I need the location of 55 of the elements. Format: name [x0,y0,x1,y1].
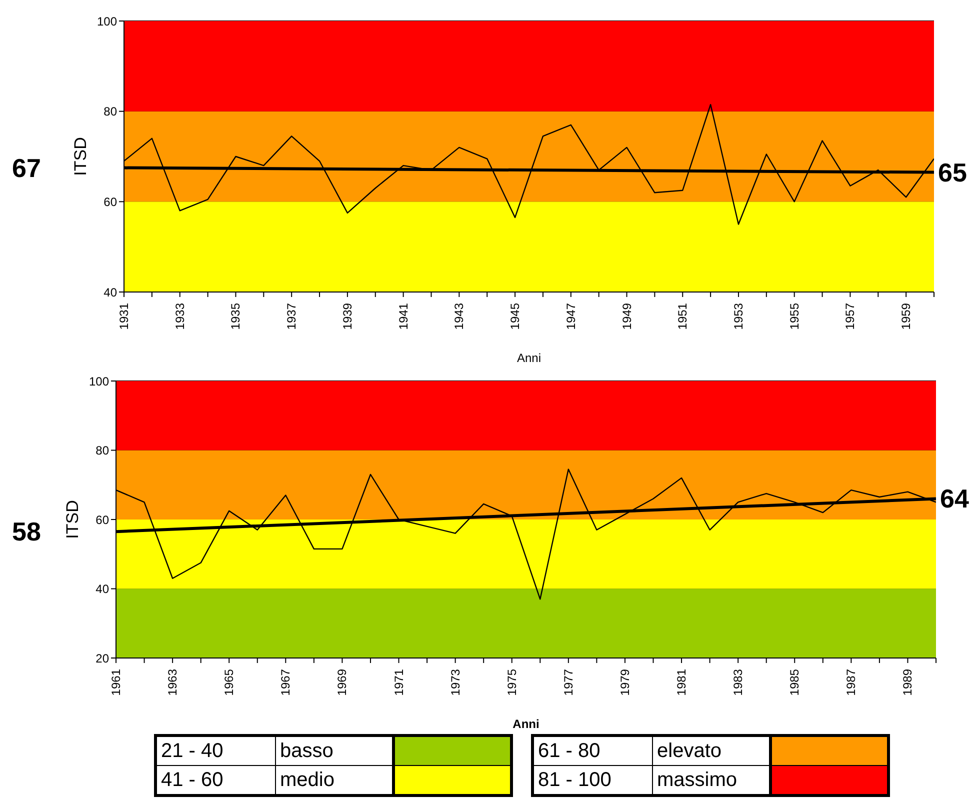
text: 21 - 40 [156,736,276,766]
text: massimo [652,766,770,796]
y-tick-label: 100 [88,374,110,388]
text: 41 - 60 [156,766,276,796]
x-tick-label: 1981 [674,668,689,696]
text: medio [276,766,394,796]
x-tick-label: 1933 [172,302,187,330]
x-tick-label: 1941 [396,302,410,330]
text: 61 - 80 [532,736,652,766]
y-tick-label: 80 [96,444,110,458]
text: elevato [652,736,770,766]
y-tick-label: 60 [96,512,110,527]
x-tick-label: 1937 [284,302,299,330]
x-tick-label: 1935 [228,302,243,330]
text: basso [276,736,394,766]
text: 65 [938,157,967,188]
x-tick-label: 1957 [843,302,858,330]
x-tick-label: 1961 [109,668,123,696]
x-tick-label: 1965 [222,668,236,696]
x-tick-label: 1973 [448,668,462,696]
y-tick-label: 40 [104,285,118,300]
x-tick-label: 1943 [452,302,466,330]
y-axis-title: ITSD [63,500,82,539]
x-tick-label: 1989 [900,668,915,696]
x-tick-label: 1953 [731,302,746,330]
x-tick-label: 1963 [166,668,180,696]
text: 81 - 100 [532,766,652,796]
x-tick-label: 1983 [731,668,746,696]
y-tick-label: 100 [96,14,118,28]
x-tick-label: 1951 [676,302,690,330]
x-tick-label: 1939 [340,302,354,330]
y-axis-title: ITSD [71,137,90,176]
text: 67 [12,152,41,183]
text: 58 [12,516,41,547]
y-tick-label: 60 [104,194,118,209]
text: 64 [940,484,970,514]
x-tick-label: 1971 [392,668,406,696]
x-tick-label: 1987 [844,668,858,696]
x-tick-label: 1947 [564,302,578,330]
y-tick-label: 40 [96,582,110,596]
x-tick-label: 1945 [508,302,522,330]
x-tick-label: 1985 [788,668,802,696]
x-axis-title: Anni [512,717,540,731]
x-tick-label: 1955 [787,302,802,330]
x-tick-label: 1931 [117,302,131,330]
x-tick-label: 1977 [561,668,576,696]
x-axis-title: Anni [516,351,542,365]
x-tick-label: 1959 [899,302,914,330]
x-tick-label: 1975 [504,668,519,696]
x-tick-label: 1979 [618,668,632,696]
x-tick-label: 1967 [278,668,293,696]
x-tick-label: 1969 [335,668,350,696]
y-tick-label: 20 [96,651,110,666]
x-tick-label: 1949 [620,302,634,330]
y-tick-label: 80 [104,104,118,119]
